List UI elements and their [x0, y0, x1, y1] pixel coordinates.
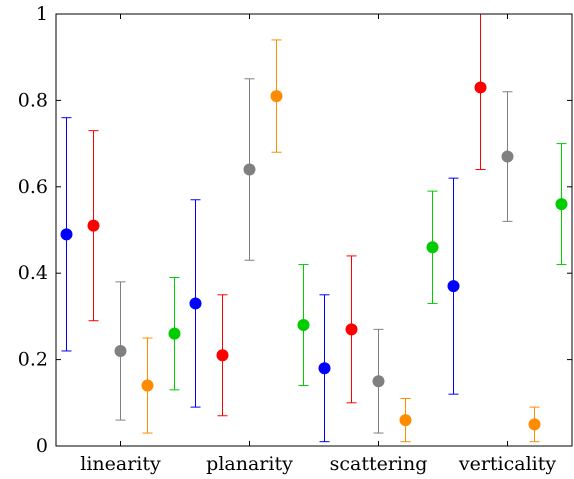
x-tick-label-scattering: scattering: [330, 453, 428, 475]
chart-marks: [60, 13, 568, 443]
y-tick-label: 1: [36, 3, 48, 25]
series-4: [141, 39, 541, 443]
series-3: [114, 78, 514, 434]
x-tick-label-linearity: linearity: [80, 453, 161, 475]
data-point: [216, 349, 229, 362]
series-2: [87, 13, 487, 417]
data-point: [528, 418, 541, 431]
data-point: [60, 228, 73, 241]
data-point: [372, 375, 385, 388]
data-point: [168, 327, 181, 340]
x-tick-label-planarity: planarity: [206, 453, 293, 475]
data-point: [399, 414, 412, 427]
data-point: [270, 90, 283, 103]
data-point: [189, 297, 202, 310]
y-tick-label: 0.4: [18, 262, 48, 284]
data-point: [555, 198, 568, 211]
plot-frame: [55, 13, 573, 447]
chart-axes: 0 0.2 0.4 0.6 0.8 1 linearity planarity scatteri…: [18, 3, 573, 475]
data-point: [297, 319, 310, 332]
data-point: [141, 379, 154, 392]
series-1: [60, 117, 460, 443]
data-point: [474, 81, 487, 94]
data-point: [447, 280, 460, 293]
data-point: [345, 323, 358, 336]
data-point: [501, 150, 514, 163]
x-tick-label-verticality: verticality: [458, 453, 557, 475]
data-point: [318, 362, 331, 375]
y-tick-label: 0.2: [18, 349, 48, 371]
y-tick-label: 0.6: [18, 176, 48, 198]
data-point: [87, 219, 100, 232]
data-point: [426, 241, 439, 254]
series-5: [168, 143, 568, 391]
data-point: [243, 163, 256, 176]
y-tick-label: 0: [36, 435, 48, 457]
y-tick-label: 0.8: [18, 89, 48, 111]
data-point: [114, 344, 127, 357]
